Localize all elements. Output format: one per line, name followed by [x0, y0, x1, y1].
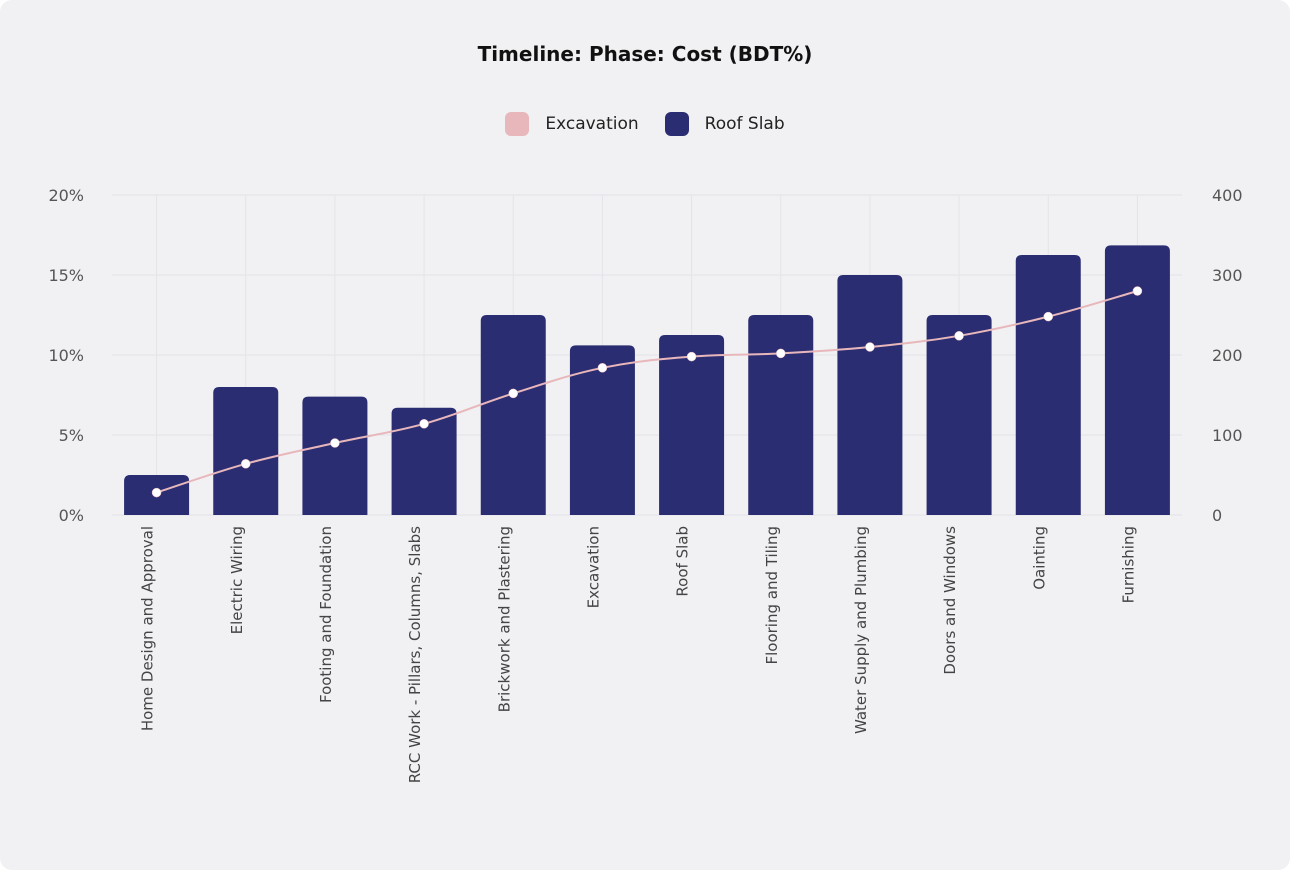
x-tick-label: Brickwork and Plastering: [495, 526, 513, 712]
y-right-tick-label: 0: [1212, 506, 1222, 525]
legend-item-excavation[interactable]: Excavation: [505, 112, 639, 136]
line-point: [151, 487, 162, 498]
y-left-tick-label: 20%: [48, 186, 84, 205]
line-point: [597, 363, 608, 373]
y-left-tick-label: 15%: [48, 266, 84, 285]
y-right-tick-label: 100: [1212, 426, 1243, 445]
x-tick-label: Water Supply and Plumbing: [852, 526, 870, 734]
legend-item-roof-slab[interactable]: Roof Slab: [664, 112, 785, 136]
line-point: [1132, 286, 1143, 296]
line-point: [776, 348, 786, 359]
bar-series-roof-slab: [124, 245, 1170, 515]
x-tick-label: Roof Slab: [674, 526, 692, 597]
bar: [748, 315, 814, 515]
bar: [1015, 255, 1081, 515]
x-tick-label: Footing and Foundation: [317, 526, 335, 703]
y-left-tick-label: 0%: [59, 506, 84, 525]
x-tick-label: Home Design and Approval: [139, 526, 157, 731]
bar: [480, 315, 546, 515]
line-point: [954, 331, 964, 341]
line-point: [330, 438, 340, 448]
chart-title: Timeline: Phase: Cost (BDT%): [477, 42, 813, 66]
bar: [926, 315, 992, 515]
x-tick-label: RCC Work - Pillars, Columns, Slabs: [406, 526, 424, 783]
bar: [302, 396, 368, 515]
line-point: [241, 459, 251, 469]
legend-label-roof-slab: Roof Slab: [704, 114, 785, 134]
x-tick-label: Excavation: [584, 526, 602, 608]
legend-swatch-excavation: [505, 112, 530, 136]
y-left-tick-label: 5%: [59, 426, 84, 445]
line-point: [1043, 311, 1053, 322]
line-point: [419, 419, 429, 429]
bar: [837, 275, 903, 515]
y-axis-right: 0 100 200 300 400: [1212, 186, 1243, 525]
y-right-tick-label: 200: [1212, 346, 1243, 365]
x-tick-label: Doors and Windows: [941, 526, 959, 675]
y-axis-left: 0% 5% 10% 15% 20%: [48, 186, 84, 525]
x-tick-label: Flooring and Tiling: [763, 526, 781, 665]
line-point: [686, 351, 697, 362]
legend-label-excavation: Excavation: [545, 114, 639, 134]
bar: [569, 345, 635, 515]
x-tick-label: Furnishing: [1119, 526, 1137, 603]
series-line: [156, 290, 1138, 494]
bar: [213, 387, 279, 515]
line-point: [508, 388, 518, 399]
bar: [659, 335, 725, 515]
y-right-tick-label: 400: [1212, 186, 1243, 205]
y-right-tick-label: 300: [1212, 266, 1243, 285]
line-series-excavation: [151, 286, 1143, 498]
x-tick-label: Electric Wiring: [228, 526, 246, 634]
y-left-tick-label: 10%: [48, 346, 84, 365]
x-tick-label: Oainting: [1030, 526, 1048, 590]
bar: [1104, 245, 1170, 515]
legend: Excavation Roof Slab: [0, 112, 1290, 136]
legend-swatch-roof-slab: [664, 112, 689, 136]
x-axis: Home Design and Approval Electric Wiring F…: [139, 526, 1138, 783]
bar: [391, 407, 457, 515]
line-point: [865, 342, 875, 352]
